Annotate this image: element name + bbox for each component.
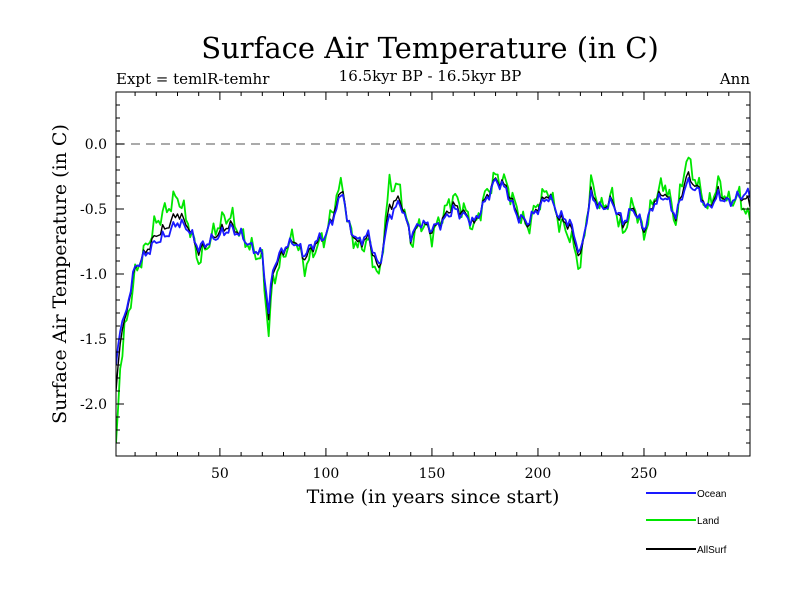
y-tick-label: -0.5 (80, 202, 107, 218)
x-tick-label: 150 (419, 466, 446, 482)
x-tick-label: 100 (313, 466, 340, 482)
y-tick-label: -1.0 (80, 267, 107, 283)
legend-label-land: Land (697, 516, 719, 527)
expt-label: Expt = temlR-temhr (116, 70, 270, 88)
y-tick-label: -2.0 (80, 397, 107, 413)
x-tick-label: 200 (525, 466, 552, 482)
x-tick-label: 50 (211, 466, 229, 482)
plot-frame (115, 91, 751, 457)
chart-title: Surface Air Temperature (in C) (201, 31, 659, 65)
series-line-ocean (116, 177, 750, 366)
series-line-land (116, 156, 750, 444)
chart-subtitle: 16.5kyr BP - 16.5kyr BP (339, 67, 522, 85)
legend-label-allsurf: AllSurf (697, 545, 727, 556)
y-tick-label: 0.0 (85, 137, 107, 153)
y-tick-label: -1.5 (80, 332, 107, 348)
legend-label-ocean: Ocean (697, 489, 726, 500)
x-axis-label: Time (in years since start) (307, 486, 560, 508)
y-axis: -2.0 -1.5 -1.0 -0.5 0.0 (80, 104, 750, 444)
x-axis: 50 100 150 200 250 (134, 92, 730, 482)
legend: Ocean Land AllSurf (646, 489, 727, 556)
season-label: Ann (719, 70, 750, 88)
x-tick-label: 250 (631, 466, 658, 482)
y-axis-label: Surface Air Temperature (in C) (49, 124, 71, 424)
